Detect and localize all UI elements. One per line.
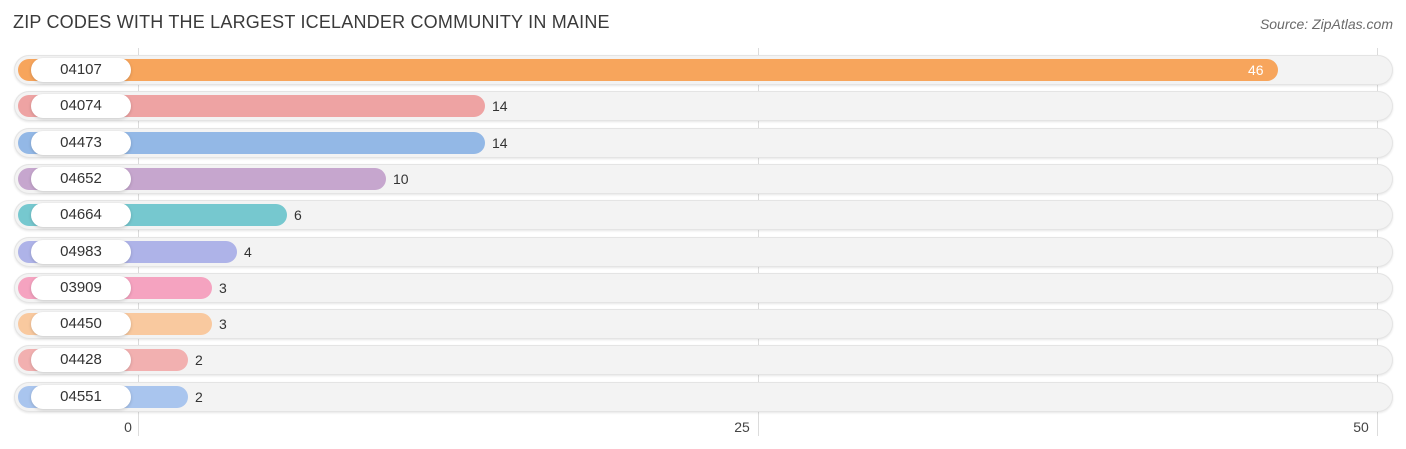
bar-track	[14, 309, 1393, 339]
value-label: 46	[1248, 62, 1264, 78]
x-tick-label: 25	[734, 419, 750, 435]
value-label: 4	[244, 244, 252, 260]
category-label: 04450	[31, 312, 131, 336]
value-label: 2	[195, 352, 203, 368]
chart-title: ZIP CODES WITH THE LARGEST ICELANDER COM…	[13, 12, 610, 32]
bar-track	[14, 345, 1393, 375]
category-label: 04074	[31, 94, 131, 118]
category-label: 04428	[31, 348, 131, 372]
category-label: 04473	[31, 131, 131, 155]
value-label: 6	[294, 207, 302, 223]
value-label: 14	[492, 98, 508, 114]
value-label: 3	[219, 280, 227, 296]
category-label: 04107	[31, 58, 131, 82]
value-label: 3	[219, 316, 227, 332]
bar[interactable]	[18, 59, 1278, 81]
bar[interactable]	[18, 132, 485, 154]
value-label: 10	[393, 171, 409, 187]
value-label: 14	[492, 135, 508, 151]
bar-track	[14, 237, 1393, 267]
bar-track	[14, 273, 1393, 303]
x-tick-label: 50	[1353, 419, 1369, 435]
source-label: Source: ZipAtlas.com	[1259, 16, 1393, 32]
category-label: 04664	[31, 203, 131, 227]
value-label: 2	[195, 389, 203, 405]
category-label: 03909	[31, 276, 131, 300]
x-tick-label: 0	[124, 419, 132, 435]
category-label: 04983	[31, 240, 131, 264]
category-label: 04652	[31, 167, 131, 191]
bar-track	[14, 382, 1393, 412]
bar[interactable]	[18, 95, 485, 117]
category-label: 04551	[31, 385, 131, 409]
